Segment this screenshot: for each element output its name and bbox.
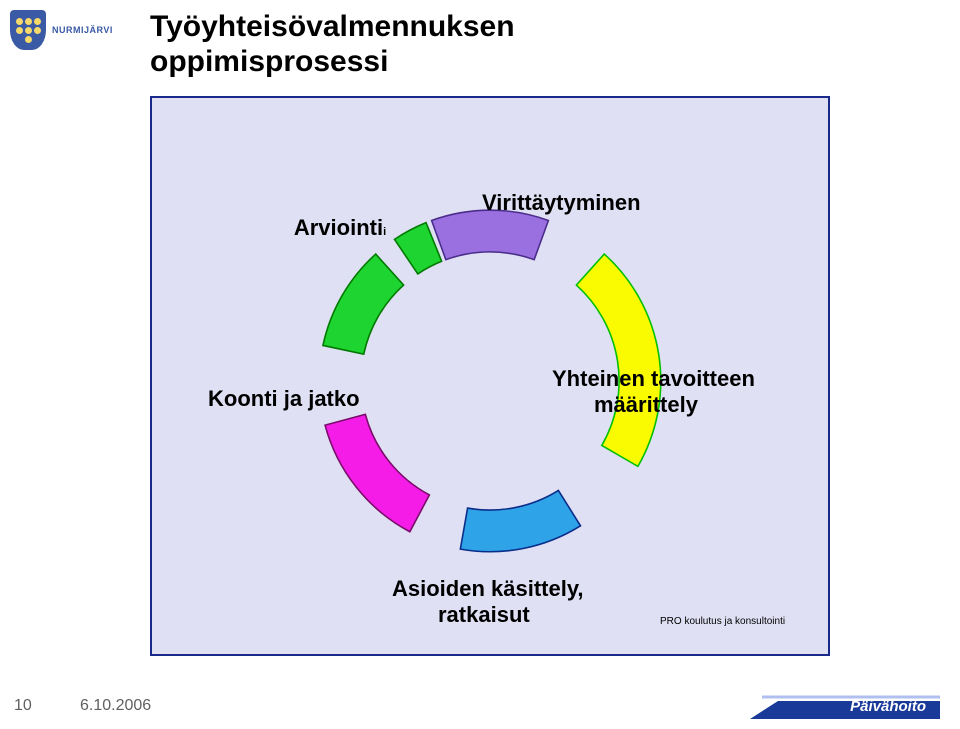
label-koonti: Koonti ja jatko: [208, 386, 360, 411]
label-yhteinen-line2: määrittely: [594, 392, 698, 417]
slide: NURMIJÄRVI Työyhteisövalmennuksen oppimi…: [0, 0, 960, 729]
label-asioiden-line2: ratkaisut: [438, 602, 530, 627]
segment-lower-right: [460, 490, 580, 551]
label-arviointi-sub: i: [383, 226, 386, 238]
org-name: NURMIJÄRVI: [52, 25, 113, 35]
segment-top: [432, 210, 549, 259]
page-number: 10: [14, 697, 32, 715]
label-asioiden-line1: Asioiden käsittely,: [392, 576, 584, 601]
diagram-attribution: PRO koulutus ja konsultointi: [660, 616, 785, 627]
shield-icon: [10, 10, 46, 50]
org-logo: NURMIJÄRVI: [10, 8, 120, 52]
footer-badge-text: Päivähoito: [850, 698, 926, 715]
label-arviointi-text: Arviointi: [294, 215, 383, 240]
cycle-diagram: Arviointii Virittäytyminen Koonti ja jat…: [150, 96, 830, 656]
footer: 10 6.10.2006 Päivähoito: [0, 685, 960, 729]
label-yhteinen-line1: Yhteinen tavoitteen: [552, 366, 755, 391]
page-title: Työyhteisövalmennuksen oppimisprosessi: [150, 10, 515, 79]
title-line-2: oppimisprosessi: [150, 45, 515, 80]
label-arviointi: Arviointii: [258, 190, 386, 266]
segment-lower-left: [323, 254, 404, 354]
title-line-1: Työyhteisövalmennuksen: [150, 10, 515, 45]
label-virittaytyminen: Virittäytyminen: [482, 190, 641, 215]
footer-date: 6.10.2006: [80, 697, 151, 715]
segment-upper-right: [576, 254, 660, 466]
footer-badge: Päivähoito: [750, 691, 940, 721]
segment-bottom: [325, 414, 429, 531]
